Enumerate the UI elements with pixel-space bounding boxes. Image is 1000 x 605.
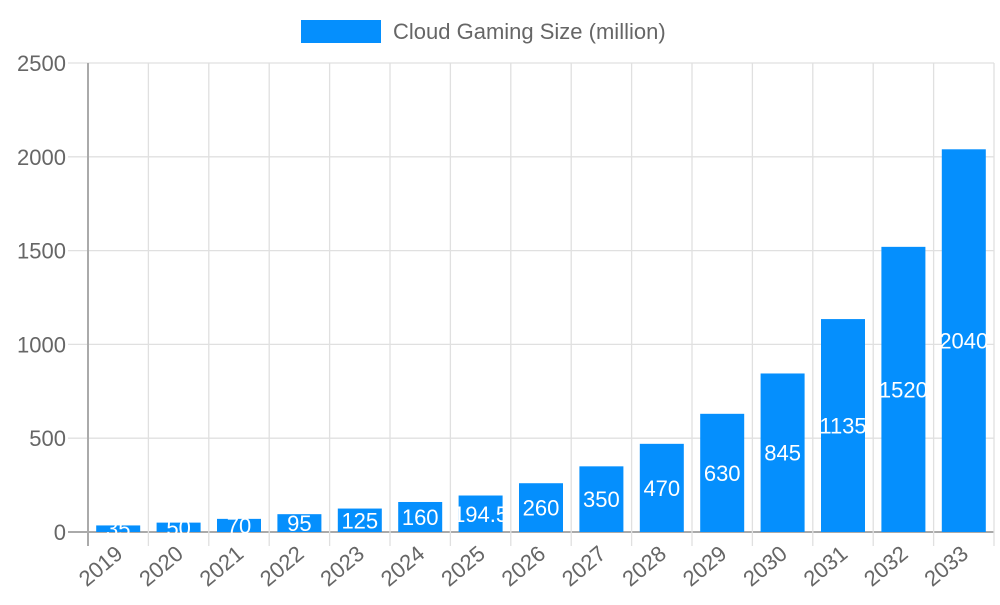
x-tick-label: 2024 [376, 541, 430, 592]
data-label: 1520 [879, 377, 928, 402]
data-label: 2040 [939, 329, 988, 354]
y-tick-label: 500 [29, 426, 66, 451]
data-label: 194.5 [453, 502, 508, 527]
bar-2027[interactable] [579, 466, 624, 532]
bar-2019[interactable] [96, 525, 141, 532]
bar-2031[interactable] [821, 319, 865, 532]
bar-2033[interactable] [941, 149, 986, 532]
legend[interactable]: Cloud Gaming Size (million) [301, 19, 666, 44]
bar-2024[interactable] [398, 501, 443, 532]
x-tick-label: 2032 [859, 541, 913, 592]
data-label: 260 [523, 496, 560, 521]
bar-2029[interactable] [700, 413, 745, 532]
y-tick-label: 2500 [17, 51, 66, 76]
x-tick-label: 2022 [255, 541, 309, 592]
bar-2022[interactable] [277, 514, 322, 532]
bar-2021[interactable] [217, 518, 261, 532]
x-tick-label: 2026 [497, 541, 551, 592]
bar-2025[interactable] [458, 495, 503, 532]
legend-swatch [301, 20, 381, 43]
x-tick-label: 2019 [74, 541, 128, 592]
x-tick-label: 2020 [134, 541, 188, 592]
y-tick-label: 1500 [17, 239, 66, 264]
data-label: 95 [287, 511, 311, 536]
data-label: 50 [166, 515, 190, 540]
bar-2023[interactable] [337, 508, 382, 532]
data-label: 125 [341, 508, 378, 533]
x-tick-label: 2030 [738, 541, 792, 592]
data-label: 35 [106, 517, 130, 542]
data-label: 70 [227, 513, 251, 538]
x-tick-label: 2023 [315, 541, 369, 592]
data-label: 470 [643, 476, 680, 501]
x-tick-label: 2029 [678, 541, 732, 592]
x-tick-label: 2033 [919, 541, 973, 592]
bar-2020[interactable] [156, 522, 201, 532]
data-label: 160 [402, 505, 439, 530]
x-tick-label: 2025 [436, 541, 490, 592]
y-tick-label: 0 [54, 520, 66, 545]
y-tick-label: 2000 [17, 145, 66, 170]
y-tick-label: 1000 [17, 332, 66, 357]
x-tick-label: 2027 [557, 541, 611, 592]
x-tick-label: 2031 [799, 541, 853, 592]
bar-2026[interactable] [519, 483, 563, 532]
data-label: 845 [764, 441, 801, 466]
bar-2030[interactable] [760, 373, 805, 532]
data-label: 630 [704, 461, 741, 486]
bar-2028[interactable] [639, 443, 684, 532]
x-tick-label: 2028 [617, 541, 671, 592]
legend-label: Cloud Gaming Size (million) [393, 19, 666, 44]
bar-2032[interactable] [881, 246, 926, 532]
data-label: 350 [583, 487, 620, 512]
data-label: 1135 [819, 414, 866, 439]
x-tick-label: 2021 [195, 541, 249, 592]
